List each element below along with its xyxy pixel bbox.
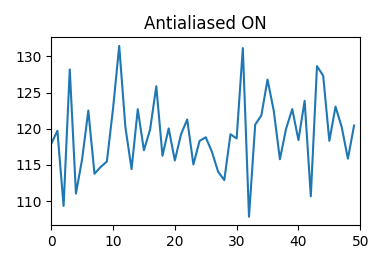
Title: Antialiased ON: Antialiased ON [144, 15, 267, 33]
